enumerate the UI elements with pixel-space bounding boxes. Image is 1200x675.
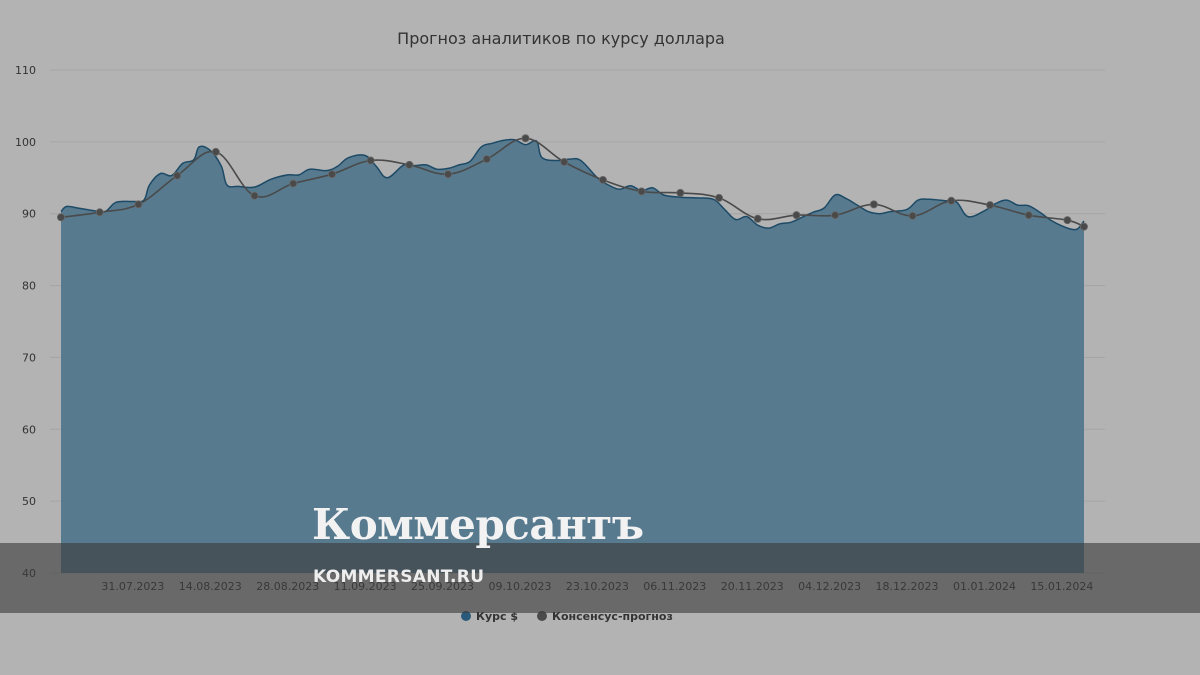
consensus-point[interactable] bbox=[444, 170, 453, 179]
consensus-point[interactable] bbox=[327, 170, 336, 179]
y-tick-label: 80 bbox=[22, 280, 36, 293]
series-layer bbox=[57, 134, 1089, 573]
y-tick-label: 90 bbox=[22, 208, 36, 221]
consensus-point[interactable] bbox=[134, 200, 143, 209]
legend-marker-consensus[interactable] bbox=[537, 611, 547, 621]
legend-marker-rate[interactable] bbox=[461, 611, 471, 621]
consensus-point[interactable] bbox=[869, 200, 878, 209]
consensus-point[interactable] bbox=[908, 211, 917, 220]
y-axis-ticks: 405060708090100110 bbox=[15, 64, 36, 580]
consensus-point[interactable] bbox=[985, 201, 994, 210]
consensus-point[interactable] bbox=[57, 213, 66, 222]
y-tick-label: 100 bbox=[15, 136, 36, 149]
watermark-url: KOMMERSANT.RU bbox=[313, 567, 485, 587]
series-rate-area[interactable] bbox=[61, 139, 1084, 573]
consensus-point[interactable] bbox=[831, 211, 840, 220]
consensus-point[interactable] bbox=[521, 134, 530, 143]
consensus-point[interactable] bbox=[405, 160, 414, 169]
legend-label-consensus[interactable]: Консенсус-прогноз bbox=[552, 610, 673, 623]
consensus-point[interactable] bbox=[1080, 222, 1089, 231]
series-rate-line[interactable] bbox=[60, 138, 1085, 231]
consensus-point[interactable] bbox=[1063, 216, 1072, 225]
consensus-point[interactable] bbox=[250, 191, 259, 200]
consensus-point[interactable] bbox=[95, 208, 104, 217]
legend[interactable]: Курс $ Консенсус-прогноз bbox=[461, 610, 673, 623]
consensus-point[interactable] bbox=[676, 188, 685, 197]
consensus-point[interactable] bbox=[366, 156, 375, 165]
consensus-point[interactable] bbox=[753, 214, 762, 223]
y-tick-label: 60 bbox=[22, 423, 36, 436]
consensus-point[interactable] bbox=[598, 175, 607, 184]
legend-label-rate[interactable]: Курс $ bbox=[476, 610, 518, 623]
y-tick-label: 110 bbox=[15, 64, 36, 77]
consensus-point[interactable] bbox=[560, 157, 569, 166]
series-consensus-line[interactable] bbox=[60, 137, 1085, 228]
consensus-point[interactable] bbox=[715, 193, 724, 202]
y-tick-label: 50 bbox=[22, 495, 36, 508]
y-tick-label: 70 bbox=[22, 351, 36, 364]
watermark-logo: Коммерсантъ bbox=[312, 500, 644, 549]
consensus-point[interactable] bbox=[482, 155, 491, 164]
chart-title: Прогноз аналитиков по курсу доллара bbox=[397, 29, 725, 48]
consensus-point[interactable] bbox=[637, 187, 646, 196]
consensus-point[interactable] bbox=[211, 147, 220, 156]
consensus-point[interactable] bbox=[289, 179, 298, 188]
consensus-point[interactable] bbox=[173, 171, 182, 180]
consensus-point[interactable] bbox=[1024, 211, 1033, 220]
consensus-point[interactable] bbox=[792, 211, 801, 220]
consensus-point[interactable] bbox=[947, 196, 956, 205]
watermark-banner bbox=[0, 543, 1200, 613]
